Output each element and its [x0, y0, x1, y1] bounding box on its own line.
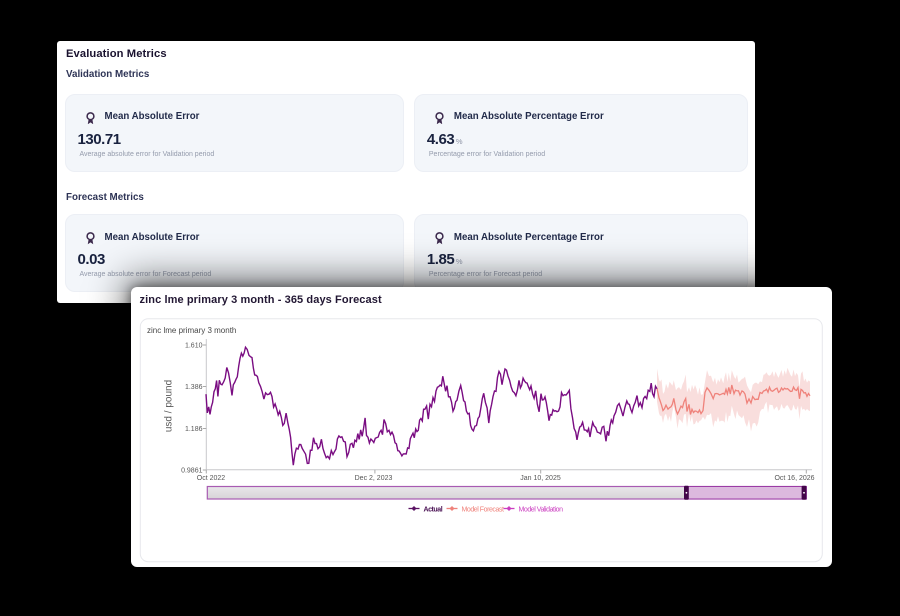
svg-text:1.386: 1.386: [185, 384, 203, 391]
svg-text:Oct 16, 2026: Oct 16, 2026: [774, 475, 814, 482]
svg-text:zinc lme primary 3 month: zinc lme primary 3 month: [147, 326, 236, 335]
svg-text:Model Forecast: Model Forecast: [462, 507, 504, 514]
svg-text:usd / pound: usd / pound: [164, 380, 175, 432]
svg-text:Model Validation: Model Validation: [519, 507, 564, 514]
svg-text:Oct 2022: Oct 2022: [197, 475, 226, 482]
svg-text:1.186: 1.186: [185, 426, 203, 433]
svg-text:Actual: Actual: [424, 507, 443, 514]
svg-text:0.9861: 0.9861: [181, 467, 203, 474]
svg-text:1.610: 1.610: [185, 342, 203, 349]
svg-text:Dec 2, 2023: Dec 2, 2023: [355, 475, 393, 482]
svg-text:Jan 10, 2025: Jan 10, 2025: [520, 475, 561, 482]
